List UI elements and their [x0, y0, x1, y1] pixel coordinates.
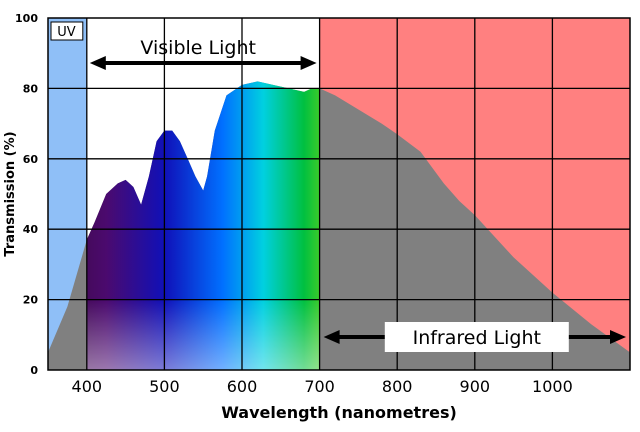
visible-light-annotation: Visible Light: [89, 37, 317, 70]
x-tick-label-0: 400: [72, 377, 103, 396]
visible-light-label: Visible Light: [140, 37, 256, 59]
infrared-light-annotation: Infrared Light: [323, 322, 626, 352]
y-tick-label-5: 100: [15, 12, 38, 25]
rainbow-fade: [86, 18, 320, 370]
x-tick-label-4: 800: [382, 377, 413, 396]
y-axis-ticks: 0 20 40 60 80 100: [15, 12, 38, 377]
x-tick-label-1: 500: [149, 377, 180, 396]
x-tick-label-5: 900: [460, 377, 491, 396]
transmission-curve: [48, 18, 630, 370]
x-tick-label-3: 700: [304, 377, 335, 396]
x-tick-label-2: 600: [227, 377, 258, 396]
uv-label: UV: [57, 25, 76, 40]
x-tick-label-6: 1000: [532, 377, 573, 396]
y-tick-label-1: 20: [23, 294, 39, 307]
visible-light-arrow: [89, 56, 317, 70]
x-axis-ticks: 400 500 600 700 800 900 1000: [72, 377, 573, 396]
plot-frame: [47, 17, 631, 371]
y-axis-label: Transmission (%): [3, 131, 18, 256]
y-tick-label-3: 60: [23, 153, 39, 166]
infrared-light-label: Infrared Light: [413, 327, 541, 349]
grid-lines: [48, 18, 630, 370]
visible-spectrum-fill: [86, 18, 320, 370]
y-tick-label-0: 0: [30, 364, 38, 377]
x-axis-label: Wavelength (nanometres): [221, 403, 457, 422]
y-tick-label-2: 40: [23, 223, 39, 236]
uv-label-box: UV: [50, 21, 84, 41]
y-tick-label-4: 80: [23, 82, 39, 95]
